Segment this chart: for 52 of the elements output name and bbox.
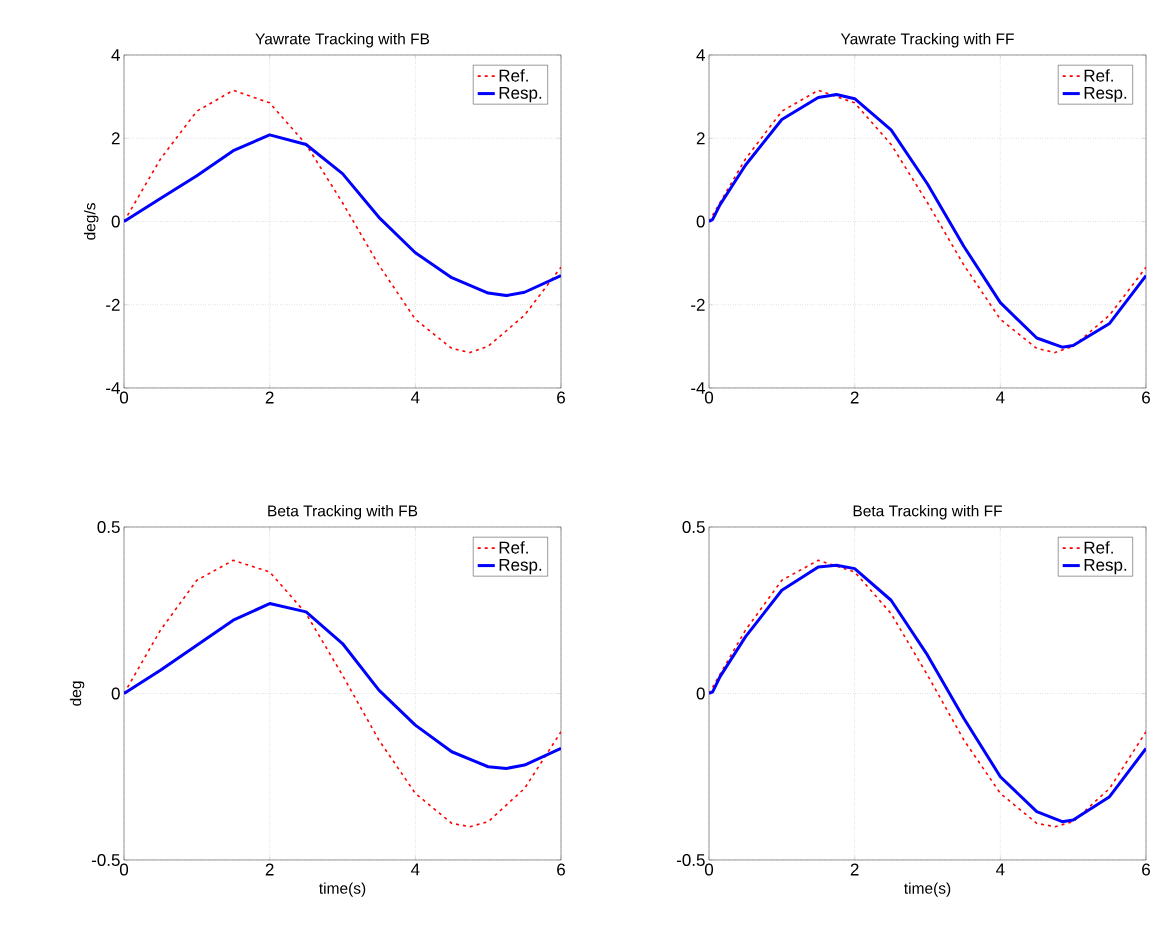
x-tick-label: 0 [704, 391, 714, 404]
legend-label: Resp. [499, 86, 542, 103]
y-tick-label: -0.5 [676, 853, 705, 867]
y-tick-label: 0 [696, 687, 705, 700]
line-series [124, 89, 561, 354]
line-series [124, 133, 561, 298]
y-tick-label: -0.5 [91, 853, 120, 867]
x-tick-label: 6 [1142, 863, 1150, 876]
y-tick-label: 2 [696, 132, 705, 145]
y-tick-label: 0.5 [97, 520, 120, 534]
line-series [124, 559, 561, 828]
legend-label: Ref. [1084, 541, 1113, 554]
legend-label: Ref. [499, 541, 528, 554]
x-axis-title: time(s) [904, 882, 951, 897]
x-axis-title: time(s) [319, 882, 366, 897]
x-tick-label: 4 [411, 391, 420, 404]
legend-label: Resp. [1084, 86, 1127, 103]
x-tick-label: 0 [119, 391, 129, 404]
x-tick-label: 6 [557, 863, 565, 876]
x-tick-label: 4 [411, 863, 420, 876]
chart-title: Beta Tracking with FF [853, 505, 1002, 520]
y-tick-label: -4 [106, 382, 120, 394]
x-tick-label: 0 [119, 863, 129, 876]
y-tick-label: 0 [696, 215, 705, 228]
y-tick-label: 0.5 [682, 520, 705, 534]
x-tick-label: 4 [996, 863, 1005, 876]
legend-label: Ref. [1084, 69, 1113, 82]
x-tick-label: 2 [265, 391, 274, 404]
y-tick-label: -2 [106, 298, 120, 311]
x-tick-label: 2 [850, 863, 859, 876]
x-tick-label: 4 [996, 391, 1005, 404]
y-axis-title: deg [69, 681, 85, 706]
x-tick-label: 6 [1142, 391, 1150, 404]
chart-title: Yawrate Tracking with FB [255, 33, 430, 48]
y-tick-label: 0 [111, 687, 120, 700]
x-tick-label: 0 [704, 863, 714, 876]
chart-title: Yawrate Tracking with FF [840, 33, 1014, 48]
x-tick-label: 6 [557, 391, 565, 404]
legend-label: Ref. [499, 69, 528, 82]
y-tick-label: -2 [691, 298, 705, 311]
y-tick-label: 2 [111, 132, 120, 145]
x-tick-label: 2 [265, 863, 274, 876]
y-tick-label: -4 [691, 382, 705, 394]
line-series [124, 602, 561, 770]
x-tick-label: 2 [850, 391, 859, 404]
y-tick-label: 0 [111, 215, 120, 228]
chart-title: Beta Tracking with FB [268, 505, 418, 520]
legend-label: Resp. [499, 558, 542, 575]
legend-label: Resp. [1084, 558, 1127, 575]
y-tick-label: 4 [696, 49, 705, 61]
y-tick-label: 4 [111, 49, 120, 61]
y-axis-title: deg/s [84, 203, 99, 240]
